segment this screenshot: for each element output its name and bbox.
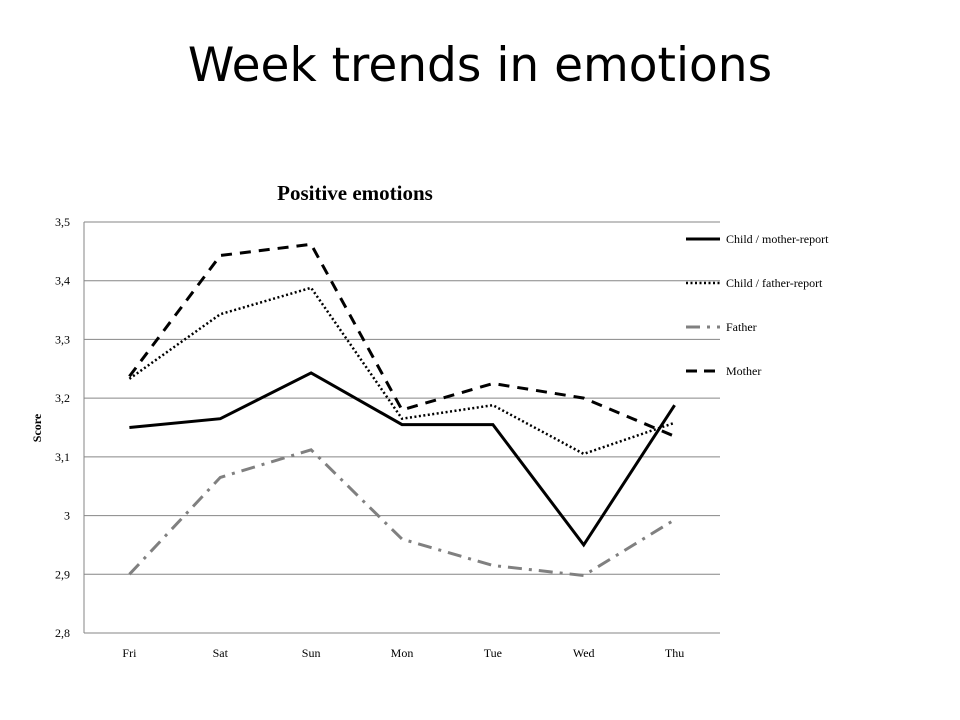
legend-label: Mother — [726, 364, 761, 378]
x-tick-label: Thu — [665, 646, 684, 660]
chart-title: Positive emotions — [277, 181, 433, 205]
x-tick-label: Tue — [484, 646, 502, 660]
series-line — [128, 286, 676, 456]
y-axis-title: Score — [30, 413, 44, 442]
gridlines — [83, 221, 720, 634]
series-line — [129, 371, 676, 548]
x-tick-label: Mon — [391, 646, 414, 660]
series-line — [128, 448, 676, 578]
y-tick-label: 3,2 — [55, 391, 70, 405]
legend-label: Father — [726, 320, 757, 334]
y-axis-ticks: 2,8 2,9 3 3,1 3,2 3,3 3,4 3,5 — [55, 215, 70, 640]
legend-label: Child / father-report — [726, 276, 823, 290]
y-tick-label: 3,4 — [55, 274, 70, 288]
series-line — [128, 242, 676, 438]
x-tick-label: Sat — [213, 646, 229, 660]
y-tick-label: 2,8 — [55, 626, 70, 640]
legend-label: Child / mother-report — [726, 232, 829, 246]
x-tick-label: Fri — [122, 646, 137, 660]
y-tick-label: 3,3 — [55, 332, 70, 346]
y-tick-label: 3,1 — [55, 450, 70, 464]
x-tick-label: Sun — [302, 646, 321, 660]
y-tick-label: 3 — [64, 509, 70, 523]
legend: Child / mother-report Child / father-repo… — [686, 232, 829, 378]
x-axis-ticks: Fri Sat Sun Mon Tue Wed Thu — [122, 646, 684, 660]
series-lines — [128, 242, 676, 578]
y-tick-label: 3,5 — [55, 215, 70, 229]
slide-title: Week trends in emotions — [187, 38, 773, 93]
y-tick-label: 2,9 — [55, 567, 70, 581]
x-tick-label: Wed — [573, 646, 595, 660]
